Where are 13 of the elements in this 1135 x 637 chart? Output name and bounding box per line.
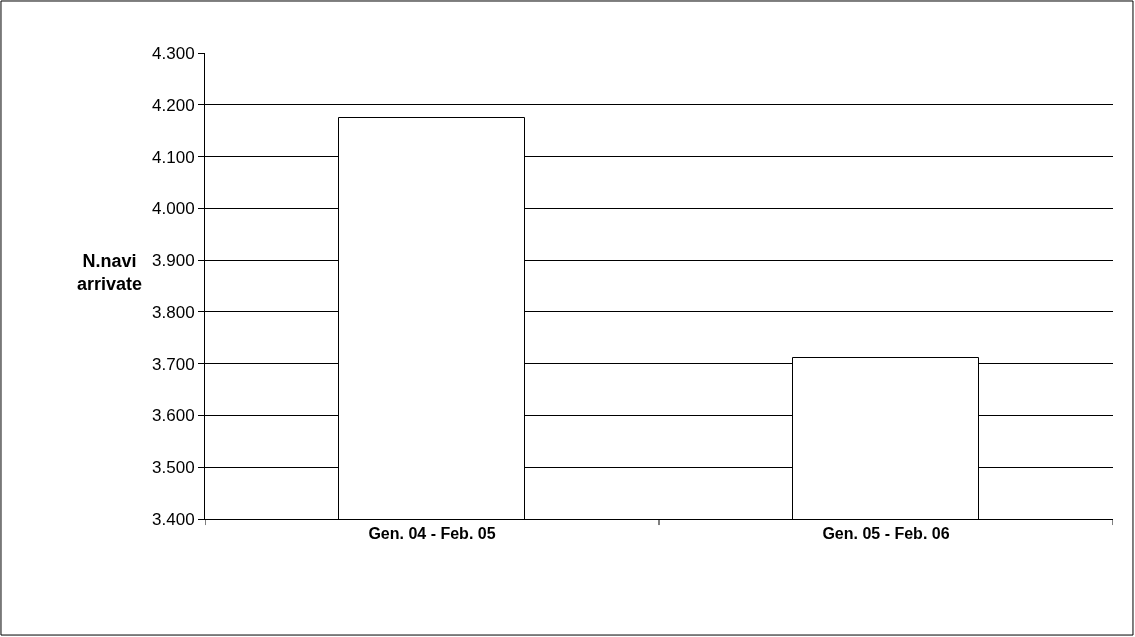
y-tick-label: 3.500 [152, 458, 195, 478]
y-tick-label: 3.800 [152, 302, 195, 322]
y-tick-label: 4.100 [152, 147, 195, 167]
y-tick-label: 4.200 [152, 95, 195, 115]
y-tick-label: 4.300 [152, 43, 195, 63]
y-tick-label: 3.900 [152, 251, 195, 271]
y-tick-label: 3.600 [152, 406, 195, 426]
x-tick-label: Gen. 04 - Feb. 05 [368, 525, 496, 543]
y-axis-title: N.navi arrivate [77, 251, 143, 295]
x-tick-label: Gen. 05 - Feb. 06 [822, 525, 950, 543]
y-tick-label: 3.400 [152, 509, 195, 529]
y-tick-label: 3.700 [152, 354, 195, 374]
y-tick-label: 4.000 [152, 199, 195, 219]
